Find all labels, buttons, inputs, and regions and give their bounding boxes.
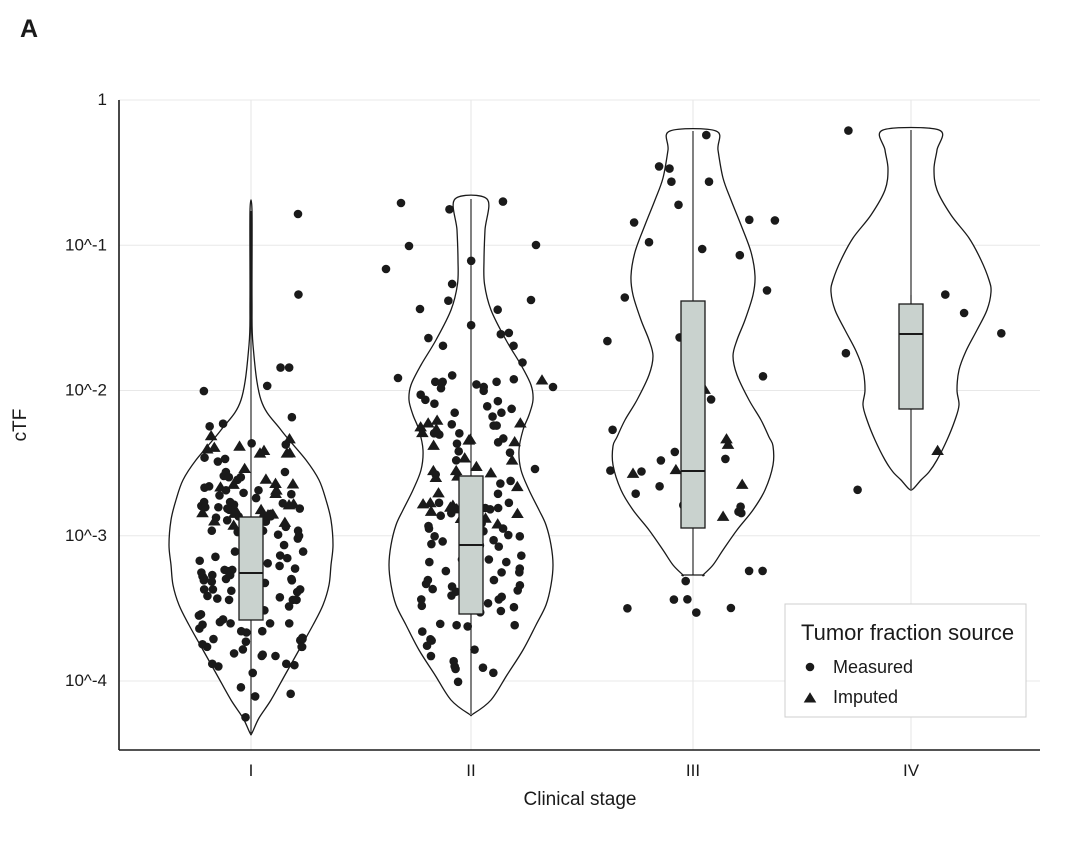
svg-text:10^-4: 10^-4 (65, 671, 107, 690)
svg-text:1: 1 (98, 90, 107, 109)
svg-text:Clinical stage: Clinical stage (524, 789, 637, 810)
svg-text:III: III (686, 761, 700, 780)
svg-text:10^-3: 10^-3 (65, 526, 107, 545)
svg-text:Measured: Measured (833, 657, 913, 677)
svg-text:Tumor fraction source: Tumor fraction source (801, 620, 1014, 645)
svg-text:10^-2: 10^-2 (65, 381, 107, 400)
svg-text:Imputed: Imputed (833, 687, 898, 707)
svg-text:I: I (249, 761, 254, 780)
svg-text:10^-1: 10^-1 (65, 235, 107, 254)
svg-text:A: A (20, 15, 38, 43)
svg-text:II: II (466, 761, 475, 780)
svg-text:cTF: cTF (10, 409, 31, 442)
svg-text:IV: IV (903, 761, 920, 780)
